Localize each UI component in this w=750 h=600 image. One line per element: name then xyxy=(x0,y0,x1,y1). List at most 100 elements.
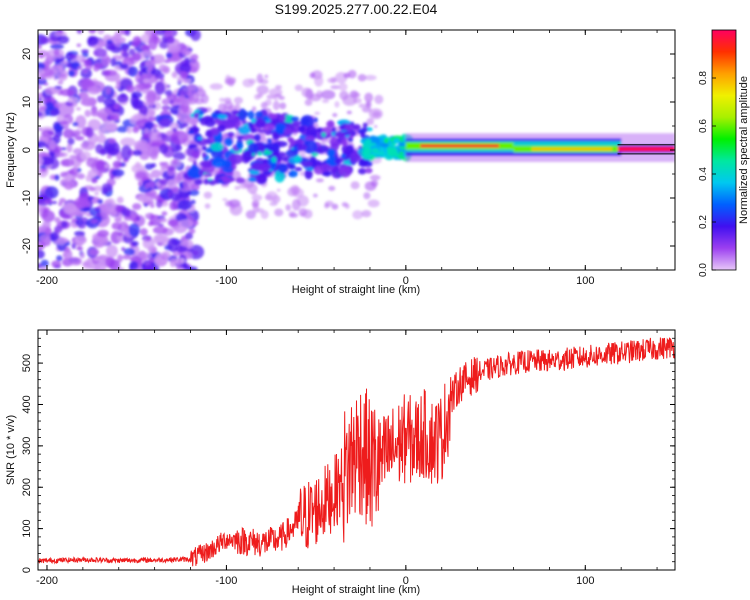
heatmap-cell xyxy=(256,84,269,95)
heatmap-cell xyxy=(126,126,133,134)
heatmap-cell xyxy=(89,187,96,192)
heatmap-cell xyxy=(82,261,91,267)
heatmap-cell xyxy=(122,254,131,260)
heatmap-cell xyxy=(67,257,82,266)
heatmap-cell xyxy=(294,155,302,162)
heatmap-cell xyxy=(203,178,210,185)
heatmap-cell xyxy=(336,138,341,143)
heatmap-cell xyxy=(205,130,213,138)
heatmap-cell xyxy=(266,142,280,152)
heatmap-cell xyxy=(251,106,257,112)
y-tick-label: 20 xyxy=(21,48,33,60)
heatmap-cell xyxy=(287,187,298,197)
bottom-plot-frame xyxy=(37,329,676,571)
colorbar-tick-label: 0.2 xyxy=(698,215,709,229)
heatmap-cell xyxy=(254,118,266,128)
heatmap-cell xyxy=(271,156,277,163)
heatmap-cell xyxy=(222,198,228,201)
heatmap-cell xyxy=(121,144,132,161)
heatmap-cell xyxy=(121,247,126,252)
heatmap-cell xyxy=(357,73,367,82)
bottom-x-axis-label: Height of straight line (km) xyxy=(292,584,420,596)
heatmap-cell xyxy=(56,255,63,262)
heatmap-cell xyxy=(334,131,347,138)
heatmap-cell xyxy=(170,130,189,145)
heatmap-cell xyxy=(193,250,199,256)
heatmap-cell xyxy=(187,143,198,149)
heatmap-cell xyxy=(108,137,117,144)
heatmap-cell xyxy=(219,97,225,103)
heatmap-cell xyxy=(41,129,55,138)
heatmap-cell xyxy=(282,114,295,123)
heatmap-cell xyxy=(106,140,120,157)
heatmap-cell xyxy=(64,174,72,180)
heatmap-cell xyxy=(350,181,360,190)
heatmap-cell xyxy=(127,66,139,77)
heatmap-cell xyxy=(105,41,116,51)
heatmap-cell xyxy=(75,235,87,244)
heatmap-cell xyxy=(178,94,186,103)
heatmap-cell xyxy=(135,171,147,179)
heatmap-cell xyxy=(343,131,351,136)
heatmap-cell xyxy=(420,144,500,148)
heatmap-cell xyxy=(239,182,250,189)
heatmap-cell xyxy=(155,199,163,208)
heatmap-cell xyxy=(176,265,181,270)
heatmap-cell xyxy=(321,131,326,138)
heatmap-cell xyxy=(197,137,204,140)
heatmap-cell xyxy=(54,85,63,90)
chart-title: S199.2025.277.00.22.E04 xyxy=(275,1,438,17)
heatmap-cell xyxy=(133,113,145,120)
heatmap-cell xyxy=(80,141,96,151)
heatmap-cell xyxy=(169,258,177,268)
y-tick-label: -20 xyxy=(21,238,33,254)
heatmap-cell xyxy=(277,151,286,158)
heatmap-cell xyxy=(617,146,675,152)
heatmap-cell xyxy=(144,121,155,129)
heatmap-cell xyxy=(123,60,128,64)
colorbar-tick-label: 0.8 xyxy=(698,71,709,85)
heatmap-cell xyxy=(126,84,135,93)
heatmap-cell xyxy=(81,96,97,107)
heatmap-cell xyxy=(283,127,293,135)
heatmap-cell xyxy=(352,210,364,220)
heatmap-cell xyxy=(123,247,136,256)
heatmap-cell xyxy=(298,149,306,157)
heatmap-cell xyxy=(53,134,59,138)
heatmap-cell xyxy=(84,109,92,118)
heatmap-cell xyxy=(278,163,288,174)
heatmap-cell xyxy=(39,73,46,81)
heatmap-cell xyxy=(137,194,151,203)
heatmap-cell xyxy=(81,49,89,54)
heatmap-cell xyxy=(82,69,88,74)
y-tick-label: -10 xyxy=(21,190,33,206)
heatmap-cell xyxy=(154,234,169,244)
heatmap-cell xyxy=(175,245,188,253)
heatmap-cell xyxy=(163,59,171,64)
heatmap-cell xyxy=(45,86,58,96)
heatmap-cell xyxy=(357,167,367,175)
heatmap-cell xyxy=(190,53,199,61)
heatmap-cell xyxy=(76,43,82,48)
heatmap-cell xyxy=(378,150,386,156)
heatmap-cell xyxy=(96,134,107,144)
heatmap-cell xyxy=(148,257,156,263)
heatmap-cell xyxy=(177,199,193,211)
heatmap-cell xyxy=(369,174,381,181)
heatmap-cell xyxy=(147,221,154,227)
heatmap-cell xyxy=(132,126,140,134)
heatmap-cell xyxy=(178,219,194,229)
heatmap-cell xyxy=(62,253,69,257)
heatmap-cell xyxy=(278,95,285,100)
colorbar-tick-label: 0.6 xyxy=(698,119,709,133)
heatmap-cell xyxy=(80,68,92,79)
heatmap-cell xyxy=(358,103,366,109)
heatmap-cell xyxy=(116,125,130,133)
heatmap-cell xyxy=(83,59,92,67)
heatmap-cell xyxy=(531,147,613,151)
heatmap-cell xyxy=(76,30,83,34)
heatmap-cell xyxy=(201,146,207,151)
heatmap-cell xyxy=(54,174,60,181)
heatmap-cell xyxy=(96,95,105,103)
heatmap-cell xyxy=(147,107,156,118)
